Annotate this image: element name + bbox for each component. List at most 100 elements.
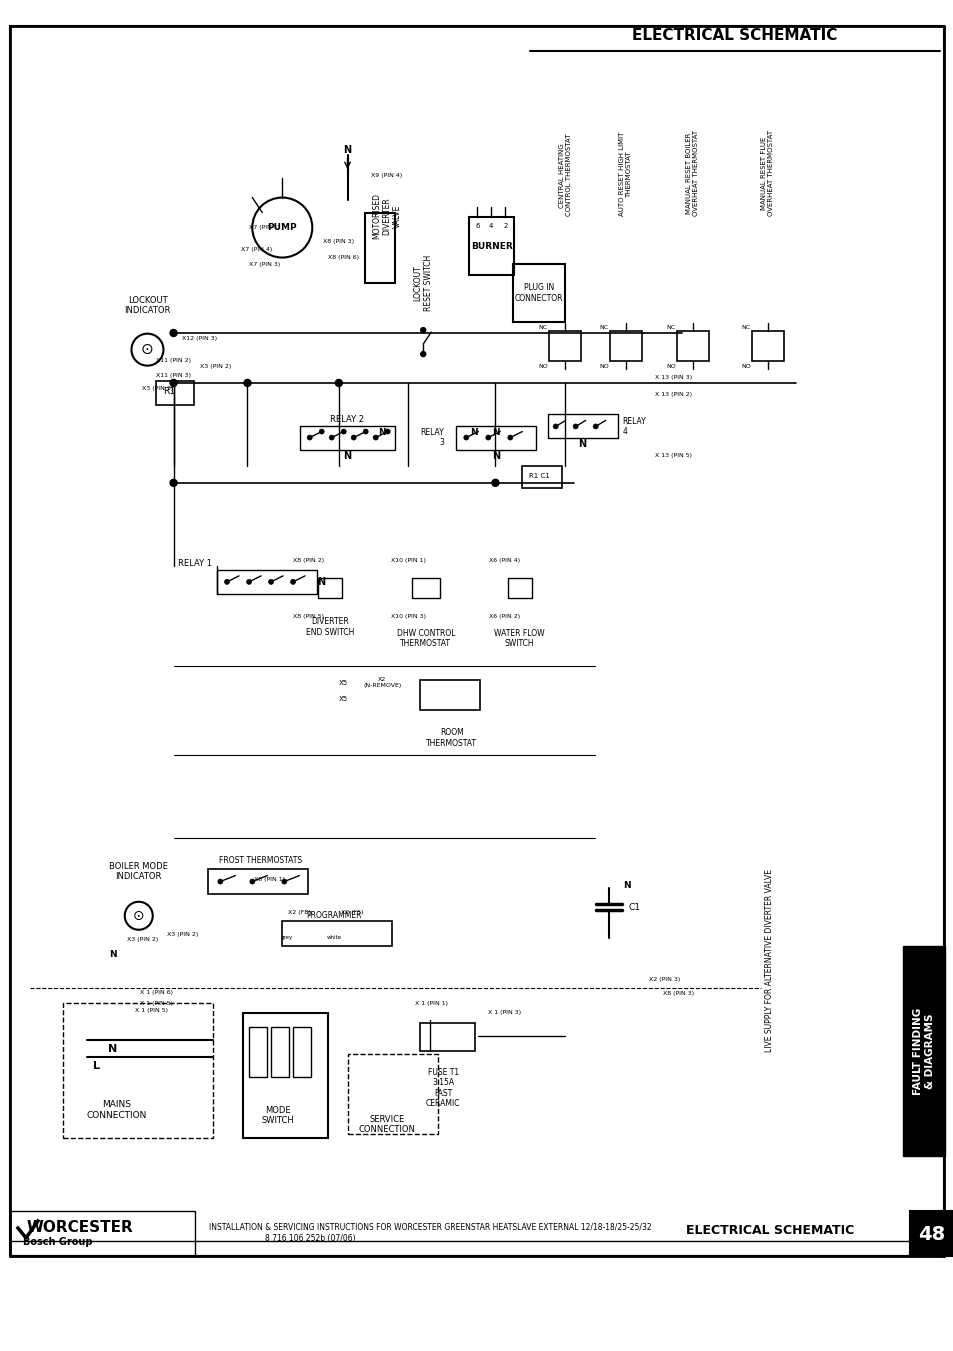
Text: X5: X5 [338,696,348,703]
Text: NC: NC [740,326,750,330]
Bar [751,331,783,361]
Text: X8 (PIN 3): X8 (PIN 3) [662,990,693,996]
Text: X7 (PIN 3): X7 (PIN 3) [249,262,280,266]
Text: ELECTRICAL SCHEMATIC: ELECTRICAL SCHEMATIC [685,1224,853,1238]
Text: ELECTRICAL SCHEMATIC: ELECTRICAL SCHEMATIC [632,28,837,43]
Bar [63,1002,213,1138]
Text: RELAY
4: RELAY 4 [622,416,646,436]
Text: MAINS
CONNECTION: MAINS CONNECTION [87,1100,147,1120]
Text: NO: NO [598,365,608,369]
Circle shape [246,580,252,585]
Circle shape [291,580,295,585]
Text: NO: NO [537,365,547,369]
Bar [677,331,708,361]
Circle shape [485,435,490,440]
Circle shape [224,580,230,585]
Text: Bosch Group: Bosch Group [23,1238,92,1247]
Circle shape [363,430,368,434]
Text: X7 (PIN 4): X7 (PIN 4) [240,247,272,253]
Circle shape [244,380,251,386]
Circle shape [385,430,390,434]
Text: X8 (PIN 6): X8 (PIN 6) [328,255,358,259]
Text: X10 (PIN 3): X10 (PIN 3) [391,613,425,619]
Circle shape [593,424,598,430]
Text: C1: C1 [628,904,639,912]
Circle shape [170,480,177,486]
Circle shape [492,480,498,486]
Text: X 13 (PIN 5): X 13 (PIN 5) [655,453,692,458]
Bar [547,415,617,439]
Text: DIVERTER
END SWITCH: DIVERTER END SWITCH [306,617,354,636]
Text: MANUAL RESET FLUE
OVERHEAT THERMOSTAT: MANUAL RESET FLUE OVERHEAT THERMOSTAT [760,130,774,216]
Text: 48: 48 [918,1224,944,1243]
Text: X3 (PIN 3): X3 (PIN 3) [142,386,173,390]
Text: N: N [491,428,498,438]
Text: X6 (PIN 2): X6 (PIN 2) [488,613,519,619]
Text: N: N [108,1044,117,1054]
Bar [909,1210,953,1256]
Text: N: N [378,428,386,438]
Circle shape [553,424,558,430]
Text: SERVICE
CONNECTION: SERVICE CONNECTION [358,1115,415,1133]
Bar [419,681,479,711]
Text: 6: 6 [475,223,479,230]
Text: X7 (PIN 1): X7 (PIN 1) [249,226,280,230]
Text: MOTORISED
DIVERTER
VALVE: MOTORISED DIVERTER VALVE [372,193,401,239]
Circle shape [250,880,254,884]
Text: INSTALLATION & SERVICING INSTRUCTIONS FOR WORCESTER GREENSTAR HEATSLAVE EXTERNAL: INSTALLATION & SERVICING INSTRUCTIONS FO… [209,1223,651,1232]
Circle shape [463,435,468,440]
Circle shape [217,880,223,884]
Text: FAULT FINDING
& DIAGRAMS: FAULT FINDING & DIAGRAMS [912,1008,934,1094]
Text: MODE
SWITCH: MODE SWITCH [261,1106,294,1125]
Text: X3 (PIN 2): X3 (PIN 2) [167,932,197,938]
Text: RELAY
3: RELAY 3 [420,428,444,447]
Circle shape [170,330,177,336]
Text: PROGRAMMER: PROGRAMMER [307,912,362,920]
Circle shape [281,880,287,884]
Text: WATER FLOW
SWITCH: WATER FLOW SWITCH [494,628,544,648]
Text: AUTO RESET HIGH LIMIT
THERMOSTAT: AUTO RESET HIGH LIMIT THERMOSTAT [618,132,632,216]
Text: X11 (PIN 2): X11 (PIN 2) [156,358,191,363]
Circle shape [341,430,346,434]
Text: grey: grey [280,935,293,940]
Bar [521,466,561,489]
Text: L: L [93,1061,100,1070]
Text: X6 (PIN 1): X6 (PIN 1) [253,877,284,882]
Text: X6 (PIN 4): X6 (PIN 4) [488,558,519,563]
Text: ROOM
THERMOSTAT: ROOM THERMOSTAT [426,728,476,748]
Text: X12 (PIN 3): X12 (PIN 3) [182,336,217,340]
Text: CENTRAL HEATING
CONTROL THERMOSTAT: CENTRAL HEATING CONTROL THERMOSTAT [558,134,571,216]
Bar [347,1054,437,1135]
Bar [293,1027,311,1077]
Text: white: white [327,935,341,940]
Bar [156,381,194,405]
Text: X3 (PIN 2): X3 (PIN 2) [128,936,158,942]
Circle shape [507,435,513,440]
Bar [549,331,580,361]
Text: PLUG IN
CONNECTOR: PLUG IN CONNECTOR [514,284,562,303]
Text: RELAY 1: RELAY 1 [178,559,212,569]
Text: NO: NO [740,365,750,369]
Bar [10,1210,194,1256]
Text: X5: X5 [338,680,348,686]
Text: X8 (PIN 3): X8 (PIN 3) [323,239,355,245]
Text: BOILER MODE
INDICATOR: BOILER MODE INDICATOR [110,862,168,881]
Text: R1 C1: R1 C1 [528,473,549,480]
Text: LOCKOUT
RESET SWITCH: LOCKOUT RESET SWITCH [413,255,433,311]
Circle shape [335,380,342,386]
Text: N: N [622,881,630,890]
Circle shape [319,430,324,434]
Text: FROST THERMOSTATS: FROST THERMOSTATS [219,855,302,865]
Text: X2 (FB): X2 (FB) [288,911,311,915]
Text: X2 (PIN 3): X2 (PIN 3) [649,977,680,982]
Text: R1: R1 [163,388,175,396]
Bar [299,426,395,450]
Text: BURNER: BURNER [471,242,512,251]
Circle shape [307,435,312,440]
Text: X9 (PIN 4): X9 (PIN 4) [371,173,402,178]
Circle shape [170,380,177,386]
Bar [513,263,564,322]
Circle shape [573,424,578,430]
Bar [507,578,531,598]
Bar [282,921,392,946]
